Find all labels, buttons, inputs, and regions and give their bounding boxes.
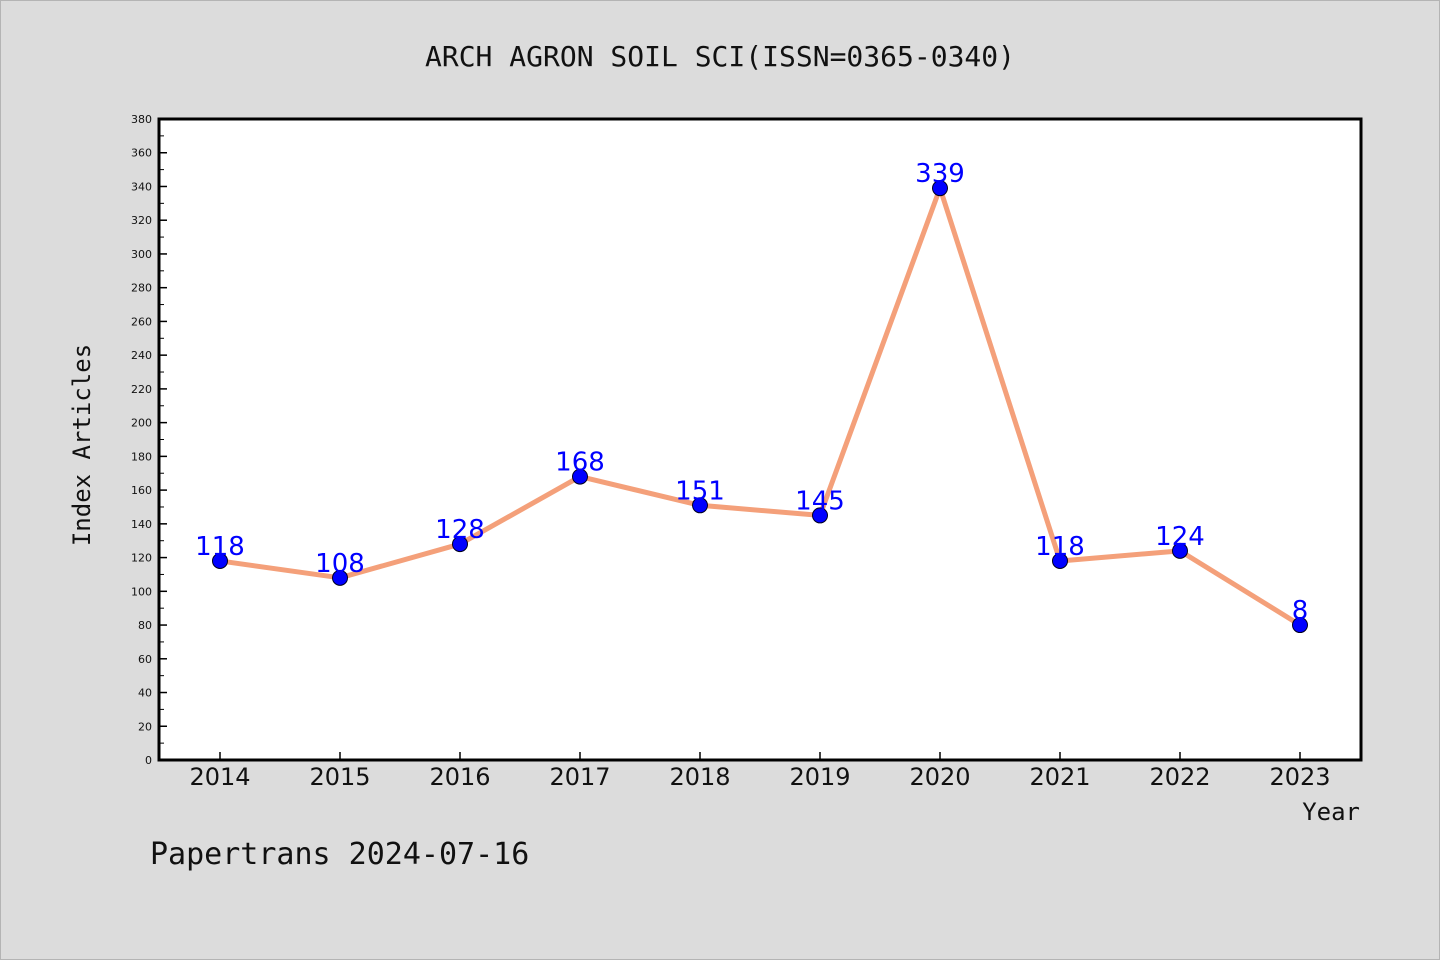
data-point	[1172, 542, 1188, 559]
y-tick-label: 160	[131, 484, 152, 497]
data-label: 118	[1035, 532, 1085, 562]
x-tick-label: 2018	[669, 763, 730, 791]
y-tick-label: 320	[131, 214, 152, 227]
data-label: 128	[435, 515, 485, 545]
data-point	[812, 507, 828, 524]
x-tick-label: 2019	[789, 763, 850, 791]
y-tick-label: 120	[131, 552, 152, 565]
x-tick-label: 2021	[1029, 763, 1090, 791]
y-tick-label: 360	[131, 147, 152, 160]
y-tick-label: 80	[138, 619, 152, 632]
chart-title: ARCH AGRON SOIL SCI(ISSN=0365-0340)	[425, 40, 1015, 73]
x-tick-label: 2022	[1149, 763, 1210, 791]
y-tick-label: 0	[145, 754, 152, 767]
x-tick-label: 2023	[1269, 763, 1330, 791]
y-tick-label: 140	[131, 518, 152, 531]
data-point	[212, 552, 228, 569]
y-tick-label: 180	[131, 450, 152, 463]
data-point	[332, 569, 348, 586]
footer-credit: Papertrans 2024-07-16	[150, 837, 529, 872]
x-axis-label: Year	[1302, 798, 1360, 826]
y-tick-label: 60	[138, 653, 152, 666]
data-label: 339	[915, 159, 965, 189]
data-point	[452, 536, 468, 553]
y-tick-label: 380	[131, 113, 152, 126]
y-tick-label: 40	[138, 687, 152, 700]
data-label: 118	[195, 532, 245, 562]
data-label: 151	[675, 476, 725, 506]
y-tick-label: 300	[131, 248, 152, 261]
data-label: 145	[795, 486, 845, 516]
y-axis: 0 20 40 60 80 100 120 140 160 180 200 220 240 260 280 3…	[131, 113, 167, 767]
data-label: 168	[555, 448, 605, 478]
plot-area	[157, 117, 1363, 762]
series-line	[219, 185, 1302, 628]
x-tick-label: 2014	[189, 763, 250, 791]
y-tick-label: 260	[131, 315, 152, 328]
x-tick-label: 2020	[909, 763, 970, 791]
x-tick-label: 2016	[429, 763, 490, 791]
x-tick-label: 2015	[309, 763, 370, 791]
data-point	[932, 180, 948, 197]
data-point	[692, 497, 708, 514]
data-point	[1292, 617, 1308, 634]
data-label: 124	[1155, 522, 1205, 552]
y-tick-label: 200	[131, 417, 152, 430]
y-tick-label: 220	[131, 383, 152, 396]
x-axis: 2014 2015 2016 2017 2018 2019 2020 2021 2022 2023	[189, 752, 1331, 791]
data-point	[572, 468, 588, 485]
y-tick-label: 340	[131, 180, 152, 193]
data-label: 8	[1292, 596, 1309, 626]
data-points	[212, 180, 1308, 634]
y-tick-label: 240	[131, 349, 152, 362]
y-axis-label: Index Articles	[68, 344, 96, 546]
y-tick-label: 100	[131, 585, 152, 598]
y-tick-label: 20	[138, 720, 152, 733]
data-point	[1052, 552, 1068, 569]
y-tick-label: 280	[131, 282, 152, 295]
x-tick-label: 2017	[549, 763, 610, 791]
data-labels: 118 108 128 168 151 145 339 118 124 8	[195, 159, 1308, 626]
data-label: 108	[315, 549, 365, 579]
